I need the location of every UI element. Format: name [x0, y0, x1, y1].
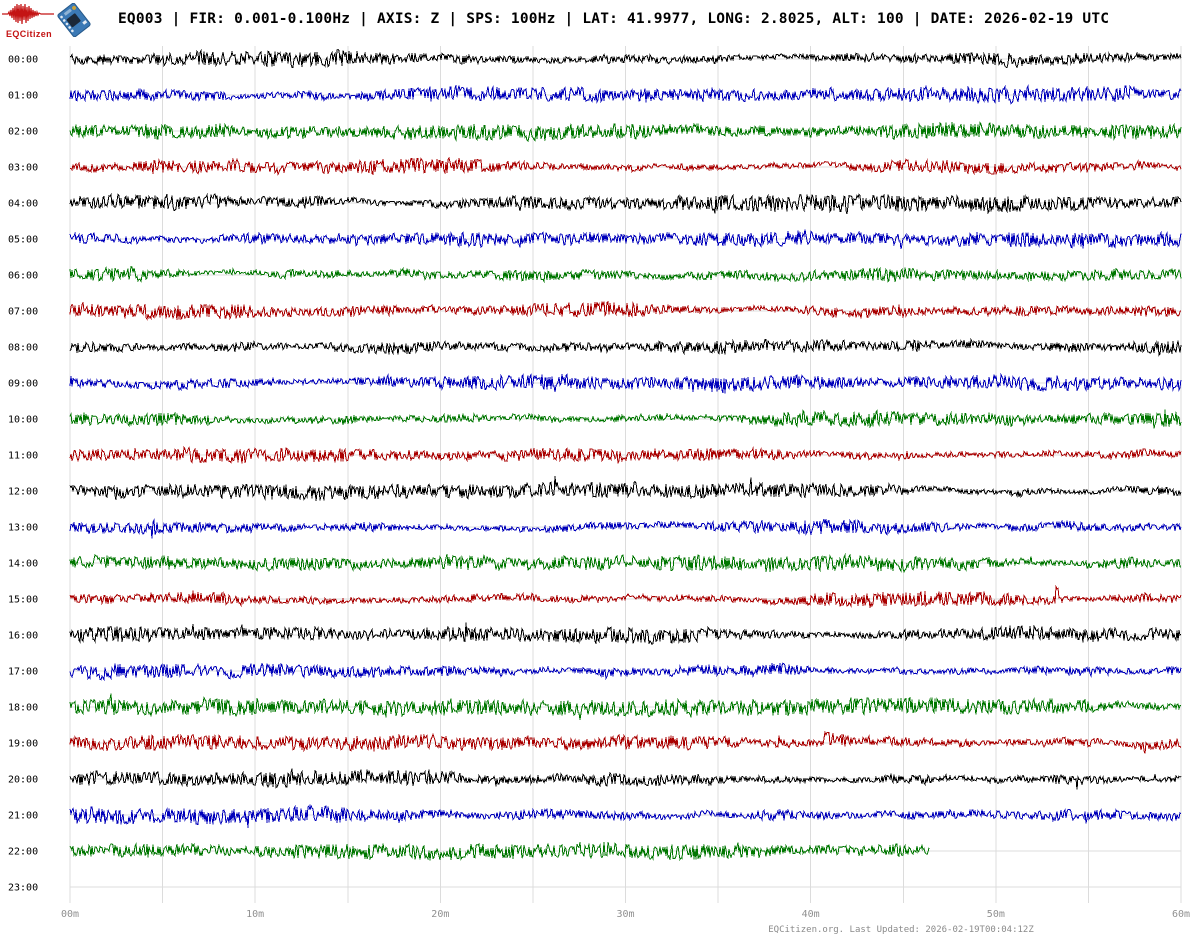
- station-info-title: EQ003 | FIR: 0.001-0.100Hz | AXIS: Z | S…: [118, 11, 1110, 27]
- hour-label: 05:00: [8, 235, 38, 246]
- trace-20:00: [69, 768, 1182, 790]
- trace-08:00: [69, 337, 1182, 357]
- minute-label: 50m: [987, 909, 1005, 920]
- trace-05:00: [69, 229, 1182, 250]
- trace-22:00: [69, 841, 930, 861]
- hour-label: 07:00: [8, 307, 38, 318]
- minute-label: 40m: [802, 909, 820, 920]
- trace-10:00: [69, 409, 1182, 429]
- trace-07:00: [69, 301, 1182, 321]
- hour-label: 15:00: [8, 595, 38, 606]
- hour-label: 03:00: [8, 163, 38, 174]
- trace-03:00: [69, 156, 1182, 176]
- minute-label: 00m: [61, 909, 79, 920]
- trace-15:00: [69, 584, 1182, 608]
- hour-label: 21:00: [8, 811, 38, 822]
- trace-12:00: [69, 475, 1182, 501]
- sensor-board-icon: [57, 3, 91, 37]
- hour-label: 00:00: [8, 55, 38, 66]
- hour-label: 16:00: [8, 631, 38, 642]
- minute-label: 20m: [431, 909, 449, 920]
- trace-06:00: [69, 265, 1182, 283]
- trace-13:00: [69, 518, 1182, 539]
- trace-00:00: [69, 49, 1182, 69]
- minute-label: 60m: [1172, 909, 1190, 920]
- trace-09:00: [69, 373, 1182, 394]
- hour-label: 12:00: [8, 487, 38, 498]
- grid: [69, 46, 1182, 903]
- hour-label: 09:00: [8, 379, 38, 390]
- minute-label: 30m: [616, 909, 634, 920]
- minute-label: 10m: [246, 909, 264, 920]
- hour-label: 01:00: [8, 91, 38, 102]
- hour-label: 10:00: [8, 415, 38, 426]
- trace-11:00: [69, 445, 1182, 464]
- trace-19:00: [69, 730, 1182, 754]
- hour-label: 18:00: [8, 703, 38, 714]
- footer-note: EQCitizen.org. Last Updated: 2026-02-19T…: [768, 925, 1034, 935]
- logo-waveform-icon: [2, 3, 54, 25]
- hour-label: 23:00: [8, 883, 38, 894]
- hour-label: 19:00: [8, 739, 38, 750]
- trace-17:00: [69, 662, 1182, 682]
- hour-label: 22:00: [8, 847, 38, 858]
- trace-16:00: [69, 622, 1182, 645]
- trace-04:00: [69, 193, 1182, 215]
- header: EQCitizen EQ003 | FIR: 0.001-0.100Hz | A…: [0, 0, 1200, 40]
- app-logo: EQCitizen: [2, 2, 56, 39]
- hour-label: 14:00: [8, 559, 38, 570]
- hour-label: 02:00: [8, 127, 38, 138]
- trace-02:00: [69, 121, 1182, 142]
- hour-label: 08:00: [8, 343, 38, 354]
- hour-label: 06:00: [8, 271, 38, 282]
- trace-21:00: [69, 803, 1182, 828]
- hour-label: 20:00: [8, 775, 38, 786]
- hour-label: 17:00: [8, 667, 38, 678]
- hour-label: 11:00: [8, 451, 38, 462]
- hour-label: 04:00: [8, 199, 38, 210]
- trace-18:00: [69, 693, 1182, 720]
- hour-label: 13:00: [8, 523, 38, 534]
- logo-text: EQCitizen: [5, 29, 53, 39]
- trace-14:00: [69, 553, 1182, 573]
- trace-01:00: [69, 84, 1182, 105]
